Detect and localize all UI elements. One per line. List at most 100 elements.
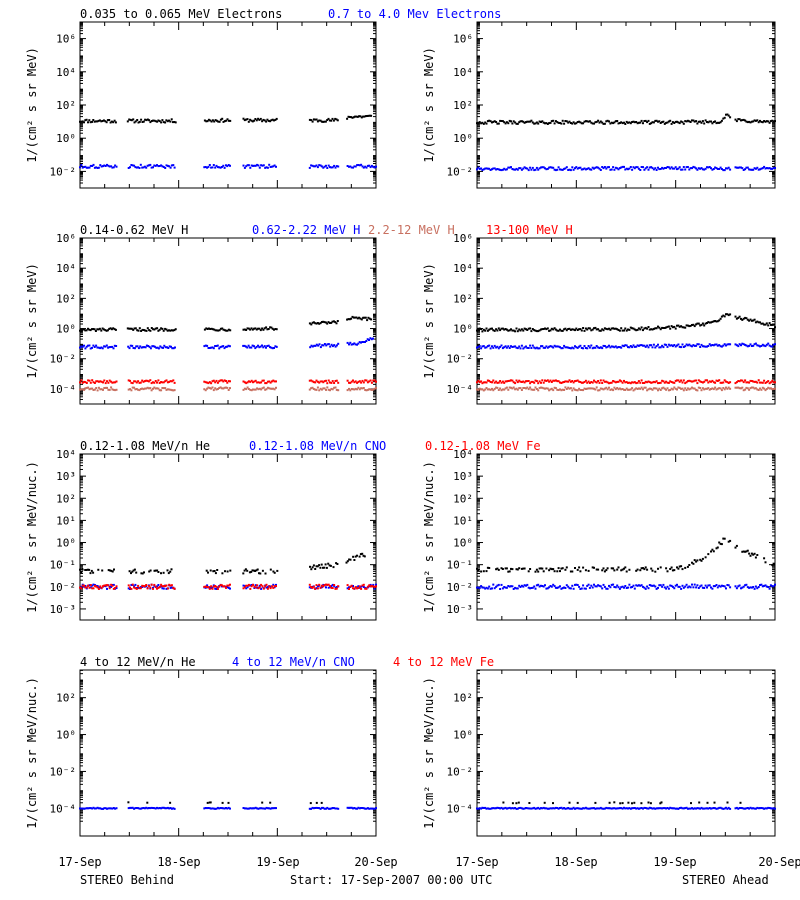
- data-point: [587, 327, 590, 330]
- data-point: [715, 807, 718, 810]
- data-point: [500, 806, 503, 809]
- data-point: [508, 329, 511, 332]
- data-point: [103, 584, 106, 587]
- data-point: [769, 323, 772, 326]
- data-point: [83, 344, 85, 347]
- data-point: [643, 168, 646, 171]
- data-point: [481, 345, 484, 348]
- data-point: [616, 807, 619, 810]
- data-point: [211, 386, 214, 389]
- data-point: [519, 167, 522, 170]
- data-point: [556, 586, 559, 589]
- data-point: [265, 326, 268, 329]
- data-point: [242, 388, 245, 391]
- data-point: [156, 346, 159, 349]
- data-point: [689, 167, 692, 170]
- data-point: [678, 345, 681, 348]
- data-point: [364, 316, 367, 319]
- data-point: [753, 380, 756, 383]
- data-point: [774, 381, 776, 384]
- data-point: [699, 807, 702, 810]
- data-point: [750, 319, 753, 322]
- data-point: [107, 381, 110, 384]
- data-point: [261, 569, 264, 572]
- data-point: [366, 319, 369, 322]
- data-point: [319, 387, 322, 390]
- data-point: [706, 387, 708, 390]
- data-point: [714, 166, 717, 169]
- data-point: [670, 387, 673, 390]
- data-point: [587, 120, 590, 123]
- y-tick-label: 10⁰: [56, 132, 76, 145]
- data-point: [322, 806, 325, 809]
- data-point: [204, 389, 207, 392]
- data-point: [162, 381, 165, 384]
- data-point: [314, 587, 317, 590]
- data-point: [476, 346, 478, 349]
- data-point: [325, 807, 327, 810]
- data-point: [545, 567, 548, 570]
- data-point: [271, 347, 274, 350]
- data-point: [595, 345, 598, 347]
- data-point: [616, 584, 619, 587]
- data-point: [324, 321, 327, 324]
- data-point: [129, 586, 131, 589]
- data-point: [628, 328, 631, 331]
- data-point: [689, 380, 692, 383]
- data-point: [110, 120, 113, 123]
- data-point: [663, 122, 666, 125]
- data-point: [665, 388, 668, 391]
- data-point: [681, 343, 684, 346]
- data-point: [106, 119, 109, 122]
- data-point: [522, 380, 525, 383]
- data-point: [565, 566, 568, 569]
- data-point: [647, 388, 650, 391]
- data-point: [346, 165, 349, 167]
- data-point: [616, 380, 619, 383]
- data-point: [598, 329, 601, 332]
- data-point: [663, 807, 666, 810]
- data-point: [654, 119, 657, 122]
- data-point: [692, 323, 695, 326]
- data-point: [671, 388, 674, 391]
- data-point: [362, 387, 365, 389]
- data-point: [334, 807, 337, 810]
- data-point: [597, 119, 600, 122]
- data-point: [322, 583, 325, 586]
- data-point: [712, 381, 715, 384]
- data-point: [491, 387, 493, 390]
- data-point: [352, 116, 355, 119]
- data-point: [203, 807, 206, 810]
- data-point: [319, 346, 322, 349]
- data-point: [334, 117, 337, 120]
- data-point: [516, 568, 519, 571]
- data-point: [707, 387, 710, 390]
- data-point: [720, 315, 723, 318]
- data-point: [519, 347, 522, 350]
- data-point: [553, 379, 556, 382]
- data-point: [153, 345, 156, 348]
- data-point: [541, 120, 544, 123]
- data-point: [84, 119, 87, 122]
- data-point: [166, 806, 169, 809]
- data-point: [227, 344, 230, 347]
- data-point: [152, 381, 154, 384]
- data-point: [642, 382, 644, 384]
- data-point: [350, 806, 353, 809]
- data-point: [767, 120, 770, 123]
- y-tick-label: 10⁰: [56, 729, 76, 742]
- data-point: [104, 329, 107, 332]
- data-point: [273, 119, 275, 122]
- data-point: [674, 327, 677, 330]
- data-point: [738, 315, 741, 318]
- data-point: [145, 119, 148, 122]
- data-point: [264, 572, 267, 575]
- data-point: [658, 168, 661, 171]
- data-point: [170, 329, 173, 332]
- data-point: [685, 583, 688, 586]
- data-point: [114, 164, 117, 167]
- data-point: [476, 168, 478, 171]
- data-point: [258, 118, 261, 121]
- data-point: [143, 346, 146, 349]
- data-point: [253, 380, 256, 383]
